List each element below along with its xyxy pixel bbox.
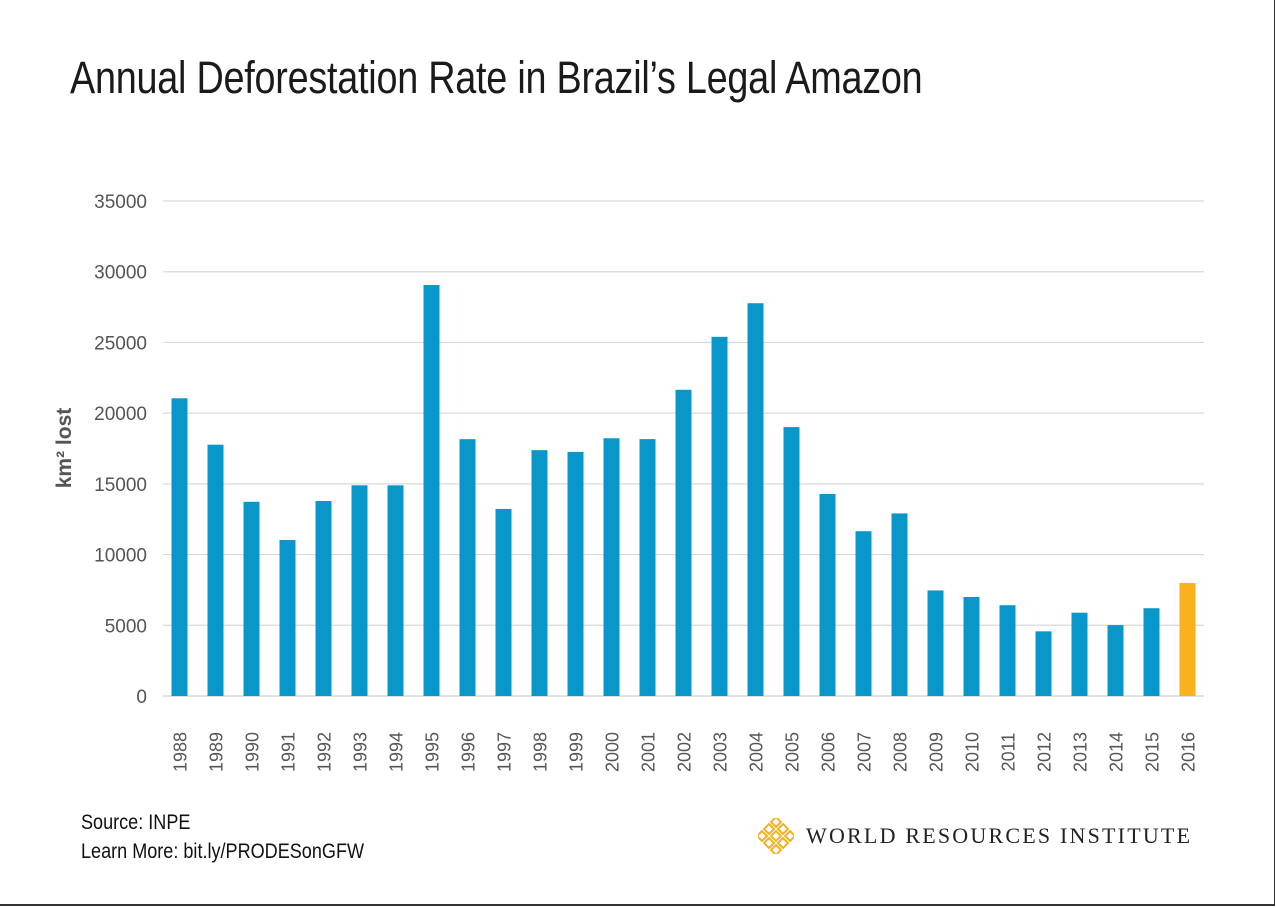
bar: [207, 444, 224, 696]
bar: [1035, 631, 1052, 696]
learn-more-text: Learn More: bit.ly/PRODESonGFW: [81, 840, 365, 863]
bar: [531, 450, 548, 696]
bar-chart: 0 5000 10000 15000 20000 25000 30000 35000 km² l…: [53, 192, 1204, 772]
bar: [819, 493, 836, 696]
y-tick-label: 5000: [105, 616, 147, 637]
x-tick-label: 1995: [423, 732, 443, 772]
x-tick-label: 1997: [495, 732, 515, 772]
y-tick-label: 30000: [94, 263, 147, 284]
y-tick-label: 10000: [94, 546, 147, 567]
bar: [783, 427, 800, 696]
x-tick-label: 1996: [459, 732, 479, 772]
x-tick-label: 2008: [891, 732, 911, 772]
y-tick-label: 25000: [94, 333, 147, 354]
x-tick-label: 2002: [675, 732, 695, 772]
bar: [603, 438, 620, 696]
x-tick-label: 1992: [315, 732, 335, 772]
bar: [315, 501, 332, 696]
x-tick-label: 1988: [171, 732, 191, 772]
x-tick-label: 2011: [999, 733, 1019, 772]
bar: [171, 398, 188, 696]
bar: [999, 605, 1016, 696]
x-tick-label: 1998: [531, 732, 551, 772]
bar: [351, 485, 368, 696]
x-tick-label: 2009: [927, 732, 947, 772]
y-tick-label: 15000: [94, 475, 147, 496]
bar: [495, 508, 512, 696]
footer: Source: INPE Learn More: bit.ly/PRODESon…: [81, 808, 364, 866]
bar: [1143, 608, 1160, 696]
x-tick-label: 2015: [1143, 732, 1163, 772]
bar: [927, 590, 944, 696]
x-tick-label: 2001: [639, 732, 659, 772]
chart-title: Annual Deforestation Rate in Brazil’s Le…: [70, 52, 923, 103]
y-tick-label: 20000: [94, 404, 147, 425]
y-axis-label: km² lost: [53, 408, 76, 489]
bar: [711, 336, 728, 696]
wri-star-icon: [758, 818, 794, 854]
y-tick-label: 0: [136, 687, 147, 708]
x-tick-label: 1989: [207, 732, 227, 772]
bar: [279, 540, 296, 696]
bar: [963, 597, 980, 696]
bar: [423, 285, 440, 696]
x-tick-label: 1994: [387, 732, 407, 772]
x-tick-label: 2007: [855, 732, 875, 772]
source-text: Source: INPE: [81, 811, 191, 834]
bar: [855, 531, 872, 696]
x-tick-label: 2006: [819, 732, 839, 772]
x-tick-label: 1990: [243, 732, 263, 772]
bar: [891, 513, 908, 696]
x-tick-label: 2004: [747, 732, 767, 772]
bar: [459, 439, 476, 696]
x-tick-label: 1993: [351, 732, 371, 772]
x-tick-label: 1999: [567, 732, 587, 772]
bar: [1179, 583, 1196, 696]
x-tick-label: 2003: [711, 732, 731, 772]
bar: [387, 485, 404, 696]
bar: [675, 389, 692, 696]
bar: [243, 501, 260, 696]
bar: [1107, 625, 1124, 696]
x-tick-label: 2005: [783, 732, 803, 772]
y-tick-label: 35000: [94, 192, 147, 213]
x-tick-label: 2012: [1035, 732, 1055, 772]
x-tick-label: 2016: [1179, 732, 1199, 772]
x-tick-label: 1991: [279, 732, 299, 772]
wri-logo: WORLD RESOURCES INSTITUTE: [758, 818, 1192, 854]
bar: [747, 303, 764, 696]
bar: [639, 439, 656, 696]
x-tick-label: 2000: [603, 732, 623, 772]
bar: [1071, 612, 1088, 696]
bar: [567, 451, 584, 696]
x-tick-label: 2014: [1107, 732, 1127, 772]
x-tick-label: 2010: [963, 732, 983, 772]
logo-text: WORLD RESOURCES INSTITUTE: [806, 823, 1193, 848]
x-tick-label: 2013: [1071, 732, 1091, 772]
